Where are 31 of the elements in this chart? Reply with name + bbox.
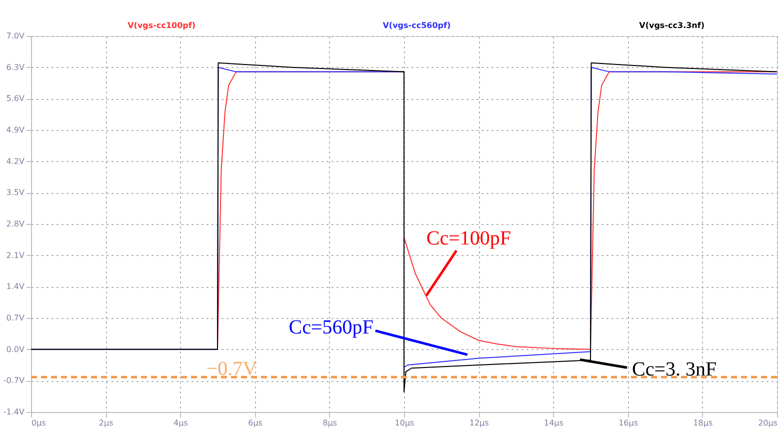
y-tick-label: 0.7V — [6, 314, 26, 322]
y-tick-label: 4.2V — [6, 156, 26, 166]
text: V(vgs-cc3.3nf) — [639, 21, 704, 30]
x-tick-label: 2µs — [98, 418, 114, 428]
annotation: Cc=100pF — [426, 228, 512, 250]
x-tick-label: 12µs — [469, 418, 489, 428]
x-tick-label: 0µs — [32, 418, 46, 428]
y-tick-label: 2.1V — [6, 250, 26, 260]
x-tick-label: 16µs — [618, 418, 638, 428]
y-tick-label: 6.3V — [6, 62, 26, 72]
y-tick-label: 5.6V — [6, 94, 26, 104]
x-tick-label: 4µs — [174, 418, 188, 428]
y-tick-label: 3.5V — [6, 188, 26, 198]
annotation: Cc=3. 3nF — [632, 358, 717, 381]
y-tick-label: 7.0V — [6, 32, 26, 40]
y-tick-label: -1.4V — [3, 408, 26, 416]
x-tick-label: 10µs — [394, 418, 414, 428]
y-tick-label: 0.0V — [6, 344, 26, 354]
text: V(vgs-cc100pf) — [128, 21, 196, 30]
y-tick-label: 4.9V — [6, 126, 26, 134]
x-tick-label: 8µs — [322, 418, 338, 428]
y-tick-label: 1.4V — [6, 282, 26, 292]
x-tick-label: 6µs — [248, 418, 262, 428]
annotation: Cc=560pF — [288, 316, 374, 339]
x-tick-label: 14µs — [544, 418, 564, 428]
ref-line-label: −0.7V — [206, 358, 258, 380]
y-tick-label: 2.8V — [6, 220, 26, 228]
y-tick-label: -0.7V — [3, 376, 26, 386]
x-tick-label: 18µs — [693, 418, 713, 428]
text: V(vgs-cc560pf) — [382, 21, 451, 30]
x-tick-label: 20µs — [758, 418, 778, 428]
